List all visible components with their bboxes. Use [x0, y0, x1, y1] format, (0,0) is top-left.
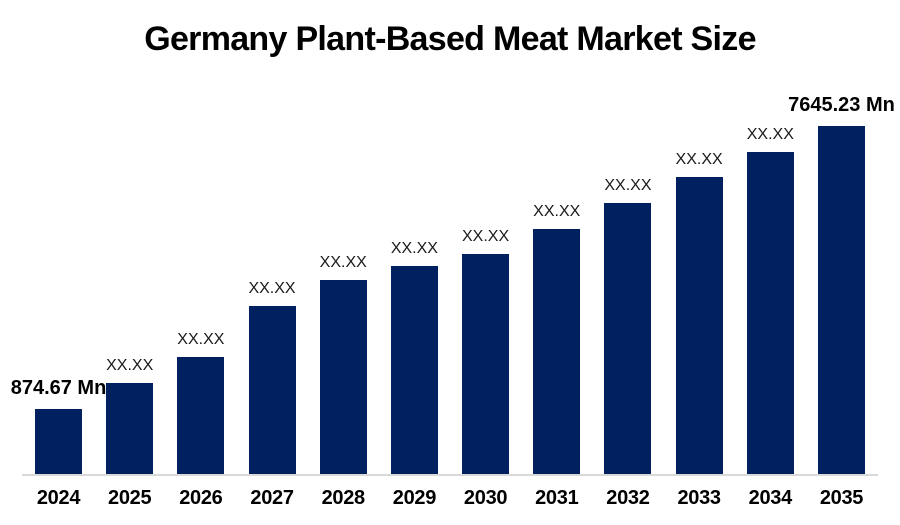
- value-label-2035: 7645.23 Mn: [788, 94, 895, 116]
- x-tick-2033: 2033: [677, 487, 721, 509]
- bar-2034: [746, 152, 794, 474]
- x-tick-2031: 2031: [535, 487, 579, 509]
- x-tick-2024: 2024: [36, 487, 81, 509]
- value-label-2024: 874.67 Mn: [10, 377, 107, 399]
- x-tick-2030: 2030: [463, 487, 508, 509]
- bar-2024: [35, 409, 82, 474]
- bar-2030: [462, 254, 510, 474]
- bar-2026: [177, 357, 225, 474]
- value-label-2034: XX.XX: [746, 126, 794, 143]
- x-tick-2035: 2035: [819, 487, 864, 509]
- x-tick-2028: 2028: [321, 487, 366, 509]
- value-label-2033: XX.XX: [675, 151, 723, 168]
- bar-2033: [675, 177, 723, 474]
- value-label-2026: XX.XX: [177, 331, 225, 348]
- x-axis-line: [22, 474, 878, 476]
- value-label-2027: XX.XX: [248, 280, 296, 297]
- x-tick-2027: 2027: [250, 487, 294, 509]
- x-tick-2032: 2032: [606, 487, 650, 509]
- bar-2028: [319, 280, 367, 474]
- bar-2031: [533, 229, 581, 474]
- x-tick-2025: 2025: [108, 487, 152, 509]
- bar-2035: [817, 126, 865, 474]
- value-label-2028: XX.XX: [319, 254, 367, 271]
- value-label-2025: XX.XX: [106, 357, 154, 374]
- bar-2025: [106, 383, 154, 474]
- chart-title: Germany Plant-Based Meat Market Size: [144, 20, 756, 58]
- x-tick-2034: 2034: [748, 487, 793, 509]
- value-label-2030: XX.XX: [462, 228, 510, 245]
- value-label-2031: XX.XX: [533, 203, 581, 220]
- x-tick-2026: 2026: [179, 487, 223, 509]
- value-label-2029: XX.XX: [390, 240, 438, 257]
- value-label-2032: XX.XX: [604, 177, 652, 194]
- bar-2027: [248, 306, 296, 474]
- bar-2029: [390, 266, 438, 474]
- x-tick-2029: 2029: [392, 487, 437, 509]
- bar-2032: [604, 203, 652, 474]
